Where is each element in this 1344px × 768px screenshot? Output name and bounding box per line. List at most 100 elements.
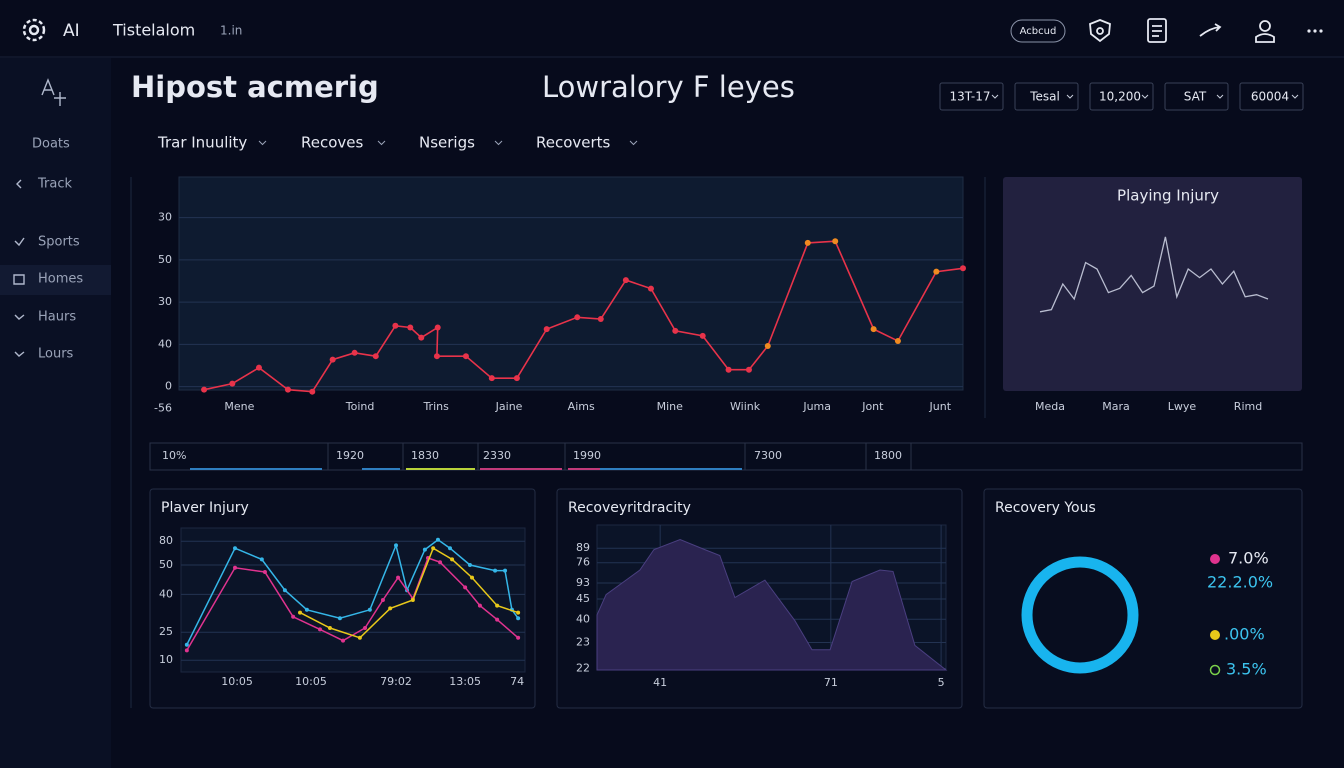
tab[interactable]: Recoves bbox=[301, 134, 364, 152]
sidebar-icons bbox=[13, 78, 66, 357]
x-tick-label: 5 bbox=[938, 676, 945, 689]
series-line bbox=[299, 547, 519, 639]
strip-frame bbox=[149, 442, 1303, 471]
legend-dot bbox=[1209, 664, 1221, 676]
pill-button[interactable] bbox=[1010, 19, 1066, 43]
select-label[interactable]: 60004 bbox=[1251, 90, 1289, 104]
main-chart-panel bbox=[178, 176, 964, 391]
data-point bbox=[184, 648, 189, 653]
data-point bbox=[329, 356, 336, 363]
app-name: Tistelalom bbox=[112, 21, 195, 40]
app-icon[interactable] bbox=[41, 78, 66, 106]
data-point bbox=[372, 353, 379, 360]
x-tick-label: Junt bbox=[929, 400, 952, 413]
data-point bbox=[363, 626, 368, 630]
select-box[interactable] bbox=[1089, 82, 1154, 111]
data-point bbox=[894, 337, 901, 344]
x-tick-label: Aims bbox=[568, 400, 595, 413]
strip-value: 1920 bbox=[336, 449, 364, 462]
data-point bbox=[434, 324, 441, 331]
arrow-icon[interactable] bbox=[1199, 23, 1222, 37]
x-tick-label: Mara bbox=[1102, 400, 1130, 413]
data-point bbox=[201, 386, 208, 393]
sidebar-item[interactable]: Lours bbox=[38, 347, 74, 362]
data-point bbox=[647, 285, 654, 292]
doc-lines bbox=[1152, 25, 1162, 37]
tab[interactable]: Trar Inuulity bbox=[157, 134, 247, 152]
series-line bbox=[203, 240, 964, 393]
data-point bbox=[357, 635, 362, 640]
select-box[interactable] bbox=[939, 82, 1004, 111]
data-point bbox=[960, 265, 966, 272]
select-label[interactable]: 10,200 bbox=[1099, 90, 1141, 104]
data-point bbox=[493, 568, 498, 573]
data-point bbox=[438, 560, 443, 565]
donut-ring bbox=[1021, 556, 1139, 674]
strip-value: 7300 bbox=[754, 449, 782, 462]
sidebar bbox=[0, 58, 111, 768]
y-tick-label: 40 bbox=[576, 612, 590, 625]
select-chevron bbox=[1216, 94, 1224, 99]
chevron-icon bbox=[14, 314, 25, 320]
badge: 1.in bbox=[220, 24, 242, 38]
data-point bbox=[463, 585, 468, 590]
y-tick-label: 10 bbox=[159, 653, 173, 666]
data-point bbox=[327, 626, 332, 630]
x-tick-label: Lwye bbox=[1168, 400, 1197, 413]
select-label[interactable]: 13T-17 bbox=[949, 90, 990, 104]
tab[interactable]: Recoverts bbox=[536, 134, 611, 152]
data-point bbox=[470, 575, 475, 580]
brand: AI bbox=[63, 21, 80, 41]
data-point bbox=[574, 314, 581, 321]
sidebar-item[interactable]: Haurs bbox=[38, 310, 76, 325]
data-point bbox=[298, 610, 303, 615]
panel-title: Recovery Yous bbox=[995, 500, 1096, 516]
data-point bbox=[262, 570, 267, 574]
data-point bbox=[477, 603, 482, 608]
injury-plot bbox=[180, 527, 526, 673]
chevron-icon bbox=[16, 179, 22, 189]
sidebar-item[interactable]: Track bbox=[37, 177, 72, 192]
select-box[interactable] bbox=[1164, 82, 1229, 111]
tab-chevron bbox=[494, 140, 503, 146]
user-icon[interactable] bbox=[1259, 20, 1271, 32]
pill-label[interactable]: Acbcud bbox=[1020, 26, 1057, 37]
x-tick-label: Trins bbox=[422, 400, 449, 413]
select-label[interactable]: Tesal bbox=[1029, 90, 1060, 104]
tab-chevron bbox=[629, 140, 638, 146]
select-box[interactable] bbox=[1239, 82, 1304, 111]
tab[interactable]: Nserigs bbox=[419, 134, 475, 152]
legend-label: 22.2.0% bbox=[1207, 573, 1273, 592]
x-tick-label: 74 bbox=[510, 675, 524, 688]
tab-row: Trar Inuulity Recoves Nserigs Recoverts bbox=[157, 134, 638, 152]
data-point bbox=[394, 543, 398, 548]
sidebar-item[interactable]: Homes bbox=[38, 272, 83, 287]
select-row: 13T-17 Tesal 10,200 SAT 60004 bbox=[939, 82, 1304, 111]
more-icon[interactable] bbox=[1307, 29, 1323, 33]
data-point bbox=[233, 546, 238, 551]
sidebar-item[interactable]: Sports bbox=[38, 235, 80, 250]
data-point bbox=[622, 277, 629, 284]
data-point bbox=[431, 546, 436, 551]
data-point bbox=[503, 568, 508, 573]
data-point bbox=[433, 353, 440, 360]
select-label[interactable]: SAT bbox=[1184, 90, 1207, 104]
data-point bbox=[304, 607, 309, 612]
doc-icon[interactable] bbox=[1147, 18, 1167, 43]
shield-icon[interactable] bbox=[1089, 19, 1111, 43]
data-point bbox=[832, 238, 839, 245]
data-point bbox=[388, 606, 393, 611]
tab-chevron bbox=[258, 140, 267, 146]
data-point bbox=[725, 366, 732, 373]
y-tick-label: 45 bbox=[576, 592, 590, 605]
x-tick-label: Wiink bbox=[730, 400, 761, 413]
panel-title: Plaver Injury bbox=[161, 500, 249, 516]
series-line bbox=[1039, 236, 1269, 313]
data-point bbox=[184, 642, 189, 647]
select-box[interactable] bbox=[1014, 82, 1079, 111]
x-tick-label: Mine bbox=[657, 400, 684, 413]
legend-label: 7.0% bbox=[1228, 549, 1269, 568]
sidebar-item[interactable]: Doats bbox=[32, 137, 70, 152]
